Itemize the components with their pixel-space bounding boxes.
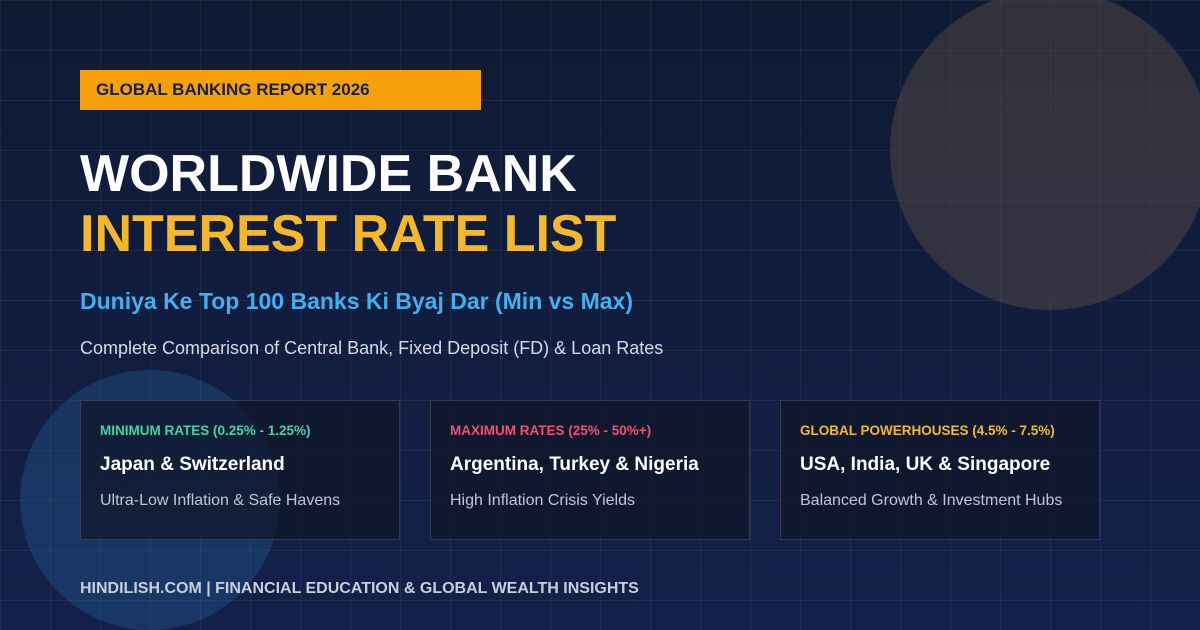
- card-title: Argentina, Turkey & Nigeria: [450, 454, 699, 475]
- title: INTEREST RATE LIST: [80, 205, 617, 263]
- description: Complete Comparison of Central Bank, Fix…: [80, 338, 664, 358]
- card: GLOBAL POWERHOUSES (4.5% - 7.5%) USA, Ind…: [780, 400, 1100, 540]
- card-text: Ultra-Low Inflation & Safe Havens: [100, 492, 341, 509]
- title: WORLDWIDE BANK: [80, 145, 577, 203]
- card-label: MAXIMUM RATES (25% - 50%+): [450, 423, 652, 438]
- card-title: USA, India, UK & Singapore: [800, 454, 1051, 475]
- card-text: High Inflation Crisis Yields: [450, 492, 635, 509]
- subtitle: Duniya Ke Top 100 Banks Ki Byaj Dar (Min…: [80, 288, 634, 314]
- card-label: GLOBAL POWERHOUSES (4.5% - 7.5%): [800, 423, 1055, 438]
- decor-circle: [890, 0, 1200, 310]
- card-title: Japan & Switzerland: [100, 454, 285, 475]
- card: MINIMUM RATES (0.25% - 1.25%) Japan & Swi…: [80, 400, 400, 540]
- card-label: MINIMUM RATES (0.25% - 1.25%): [100, 423, 311, 438]
- card: MAXIMUM RATES (25% - 50%+) Argentina, Tur…: [430, 400, 750, 540]
- footer: HINDILISH.COM | FINANCIAL EDUCATION & GL…: [80, 580, 639, 597]
- badge: GLOBAL BANKING REPORT 2026: [80, 70, 481, 110]
- card-text: Balanced Growth & Investment Hubs: [800, 492, 1063, 509]
